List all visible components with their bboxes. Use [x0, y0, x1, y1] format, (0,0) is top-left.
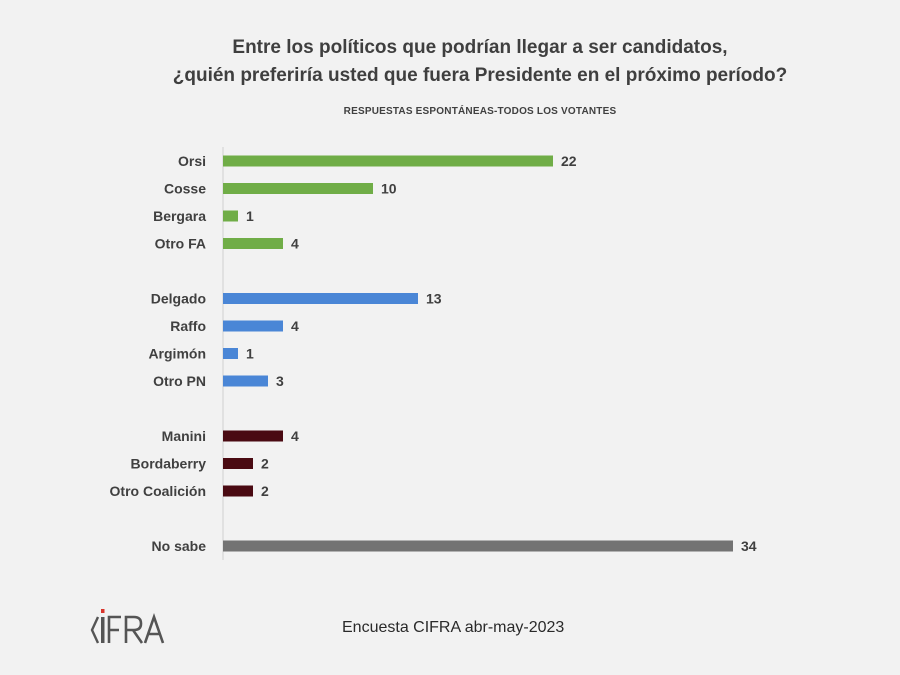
bar: [223, 485, 253, 497]
category-label: Otro FA: [155, 236, 206, 252]
category-label: Manini: [162, 428, 206, 444]
category-label: Otro PN: [153, 373, 206, 389]
value-label: 4: [291, 318, 299, 334]
category-label: Otro Coalición: [110, 483, 206, 499]
bar: [223, 458, 253, 469]
value-label: 4: [291, 428, 299, 444]
bar: [223, 183, 373, 194]
bar: [223, 238, 283, 249]
chart-subtitle: RESPUESTAS ESPONTÁNEAS-TODOS LOS VOTANTE…: [343, 106, 617, 117]
category-label: Orsi: [178, 153, 206, 169]
value-label: 4: [291, 236, 299, 252]
value-label: 3: [276, 373, 284, 389]
bar: [223, 320, 283, 332]
value-label: 10: [381, 181, 397, 197]
category-label: Raffo: [170, 318, 206, 334]
category-label: Argimón: [148, 346, 206, 362]
value-label: 2: [261, 483, 269, 499]
bar: [223, 348, 238, 359]
category-label: Bordaberry: [131, 456, 207, 472]
chart-title-line2: ¿quién preferiría usted que fuera Presid…: [172, 65, 788, 86]
value-label: 1: [246, 208, 254, 224]
value-label: 1: [246, 346, 254, 362]
category-label: No sabe: [152, 538, 207, 554]
category-label: Delgado: [151, 291, 206, 307]
value-label: 22: [561, 153, 577, 169]
bar: [223, 540, 733, 552]
value-label: 34: [741, 538, 757, 554]
category-label: Bergara: [153, 208, 206, 224]
value-label: 2: [261, 456, 269, 472]
bar: [223, 375, 268, 387]
category-label: Cosse: [164, 181, 206, 197]
bar: [223, 155, 553, 167]
cifra-logo: [88, 603, 174, 647]
bar: [223, 293, 418, 304]
chart-title-line1: Entre los políticos que podrían llegar a…: [232, 37, 728, 58]
chart-title: Entre los políticos que podrían llegar a…: [0, 34, 900, 90]
value-label: 13: [426, 291, 442, 307]
bar: [223, 430, 283, 442]
bar: [223, 210, 238, 222]
cifra-logo-icon: [90, 609, 165, 644]
footer-source: Encuesta CIFRA abr-may-2023: [342, 619, 565, 636]
